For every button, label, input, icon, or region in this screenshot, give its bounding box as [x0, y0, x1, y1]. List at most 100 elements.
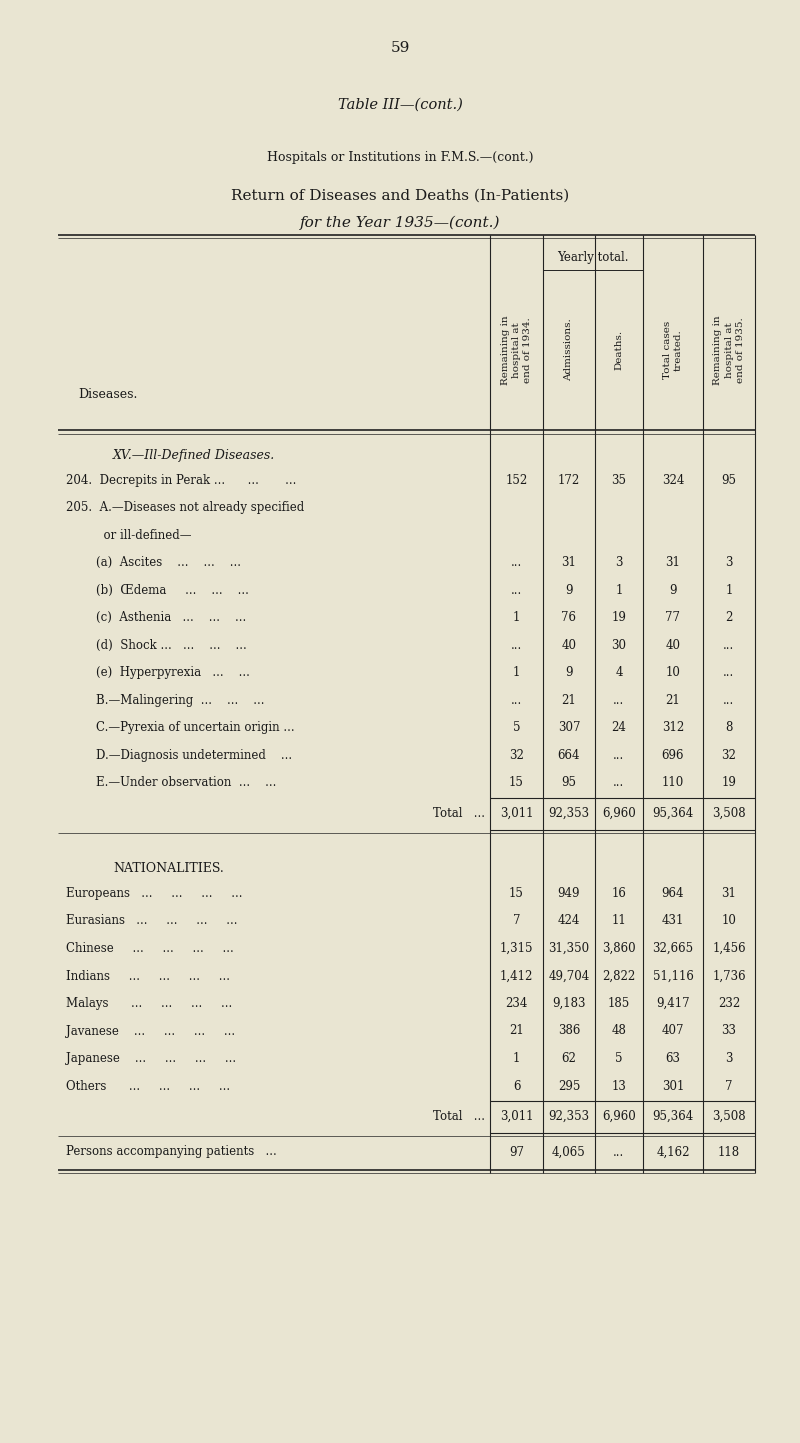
Text: 21: 21	[562, 694, 576, 707]
Text: 95: 95	[562, 776, 577, 789]
Text: 63: 63	[666, 1052, 681, 1065]
Text: 3,011: 3,011	[500, 1110, 534, 1123]
Text: 5: 5	[615, 1052, 622, 1065]
Text: D.—Diagnosis undetermined    ...: D.—Diagnosis undetermined ...	[66, 749, 292, 762]
Text: ...: ...	[614, 694, 625, 707]
Text: (d)  Shock ...   ...    ...    ...: (d) Shock ... ... ... ...	[66, 639, 246, 652]
Text: C.—Pyrexia of uncertain origin ...: C.—Pyrexia of uncertain origin ...	[66, 722, 294, 734]
Text: 2: 2	[726, 612, 733, 625]
Text: 324: 324	[662, 473, 684, 486]
Text: 6,960: 6,960	[602, 807, 636, 820]
Text: 1: 1	[615, 584, 622, 597]
Text: 9: 9	[566, 667, 573, 680]
Text: 1,315: 1,315	[500, 942, 534, 955]
Text: Diseases.: Diseases.	[78, 388, 138, 401]
Text: ...: ...	[511, 556, 522, 569]
Text: 964: 964	[662, 887, 684, 900]
Text: 118: 118	[718, 1146, 740, 1159]
Text: 172: 172	[558, 473, 580, 486]
Text: 3,508: 3,508	[712, 1110, 746, 1123]
Text: Return of Diseases and Deaths (In-Patients): Return of Diseases and Deaths (In-Patien…	[231, 189, 569, 203]
Text: ...: ...	[614, 776, 625, 789]
Text: 1: 1	[513, 612, 520, 625]
Text: for the Year 1935—(cont.): for the Year 1935—(cont.)	[300, 216, 500, 231]
Text: 1: 1	[726, 584, 733, 597]
Text: (e)  Hyperpyrexia   ...    ...: (e) Hyperpyrexia ... ...	[66, 667, 250, 680]
Text: 95,364: 95,364	[652, 807, 694, 820]
Text: 49,704: 49,704	[548, 970, 590, 983]
Text: 4,162: 4,162	[656, 1146, 690, 1159]
Text: 407: 407	[662, 1025, 684, 1038]
Text: 424: 424	[558, 915, 580, 928]
Text: 110: 110	[662, 776, 684, 789]
Text: 6,960: 6,960	[602, 1110, 636, 1123]
Text: 301: 301	[662, 1079, 684, 1092]
Text: Total cases
treated.: Total cases treated.	[663, 320, 683, 380]
Text: B.—Malingering  ...    ...    ...: B.—Malingering ... ... ...	[66, 694, 265, 707]
Text: 234: 234	[506, 997, 528, 1010]
Text: 32: 32	[722, 749, 737, 762]
Text: (c)  Asthenia   ...    ...    ...: (c) Asthenia ... ... ...	[66, 612, 246, 625]
Text: 33: 33	[722, 1025, 737, 1038]
Text: 6: 6	[513, 1079, 520, 1092]
Text: 3,860: 3,860	[602, 942, 636, 955]
Text: 32: 32	[509, 749, 524, 762]
Text: ...: ...	[511, 694, 522, 707]
Text: 10: 10	[666, 667, 681, 680]
Text: 19: 19	[611, 612, 626, 625]
Text: 31: 31	[666, 556, 681, 569]
Text: 92,353: 92,353	[549, 1110, 590, 1123]
Text: 31,350: 31,350	[549, 942, 590, 955]
Text: 295: 295	[558, 1079, 580, 1092]
Text: 24: 24	[611, 722, 626, 734]
Text: Remaining in
hospital at
end of 1934.: Remaining in hospital at end of 1934.	[501, 315, 532, 385]
Text: 13: 13	[611, 1079, 626, 1092]
Text: Japanese    ...     ...     ...     ...: Japanese ... ... ... ...	[66, 1052, 236, 1065]
Text: ...: ...	[511, 584, 522, 597]
Text: Admissions.: Admissions.	[565, 319, 574, 381]
Text: 35: 35	[611, 473, 626, 486]
Text: XV.—Ill-Defined Diseases.: XV.—Ill-Defined Diseases.	[113, 449, 275, 462]
Text: 232: 232	[718, 997, 740, 1010]
Text: 51,116: 51,116	[653, 970, 694, 983]
Text: Total   ...: Total ...	[433, 1110, 485, 1123]
Text: 15: 15	[509, 776, 524, 789]
Text: 7: 7	[726, 1079, 733, 1092]
Text: 152: 152	[506, 473, 528, 486]
Text: (b)  Œdema     ...    ...    ...: (b) Œdema ... ... ...	[66, 584, 249, 597]
Text: 32,665: 32,665	[653, 942, 694, 955]
Text: Others      ...     ...     ...     ...: Others ... ... ... ...	[66, 1079, 230, 1092]
Text: 431: 431	[662, 915, 684, 928]
Text: Persons accompanying patients   ...: Persons accompanying patients ...	[66, 1146, 277, 1159]
Text: ...: ...	[511, 639, 522, 652]
Text: 3: 3	[726, 1052, 733, 1065]
Text: 9: 9	[566, 584, 573, 597]
Text: 3: 3	[615, 556, 622, 569]
Text: Table III—(cont.): Table III—(cont.)	[338, 98, 462, 113]
Text: 21: 21	[666, 694, 680, 707]
Text: 3,011: 3,011	[500, 807, 534, 820]
Text: Eurasians   ...     ...     ...     ...: Eurasians ... ... ... ...	[66, 915, 238, 928]
Text: 40: 40	[562, 639, 577, 652]
Text: 77: 77	[666, 612, 681, 625]
Text: 59: 59	[390, 40, 410, 55]
Text: 92,353: 92,353	[549, 807, 590, 820]
Text: 95,364: 95,364	[652, 1110, 694, 1123]
Text: 95: 95	[722, 473, 737, 486]
Text: Remaining in
hospital at
end of 1935.: Remaining in hospital at end of 1935.	[714, 315, 745, 385]
Text: ...: ...	[614, 1146, 625, 1159]
Text: 30: 30	[611, 639, 626, 652]
Text: 7: 7	[513, 915, 520, 928]
Text: ...: ...	[614, 749, 625, 762]
Text: 40: 40	[666, 639, 681, 652]
Text: 11: 11	[612, 915, 626, 928]
Text: 185: 185	[608, 997, 630, 1010]
Text: 1: 1	[513, 1052, 520, 1065]
Text: 2,822: 2,822	[602, 970, 636, 983]
Text: 15: 15	[509, 887, 524, 900]
Text: 696: 696	[662, 749, 684, 762]
Text: 76: 76	[562, 612, 577, 625]
Text: Indians     ...     ...     ...     ...: Indians ... ... ... ...	[66, 970, 230, 983]
Text: 1: 1	[513, 667, 520, 680]
Text: 1,412: 1,412	[500, 970, 533, 983]
